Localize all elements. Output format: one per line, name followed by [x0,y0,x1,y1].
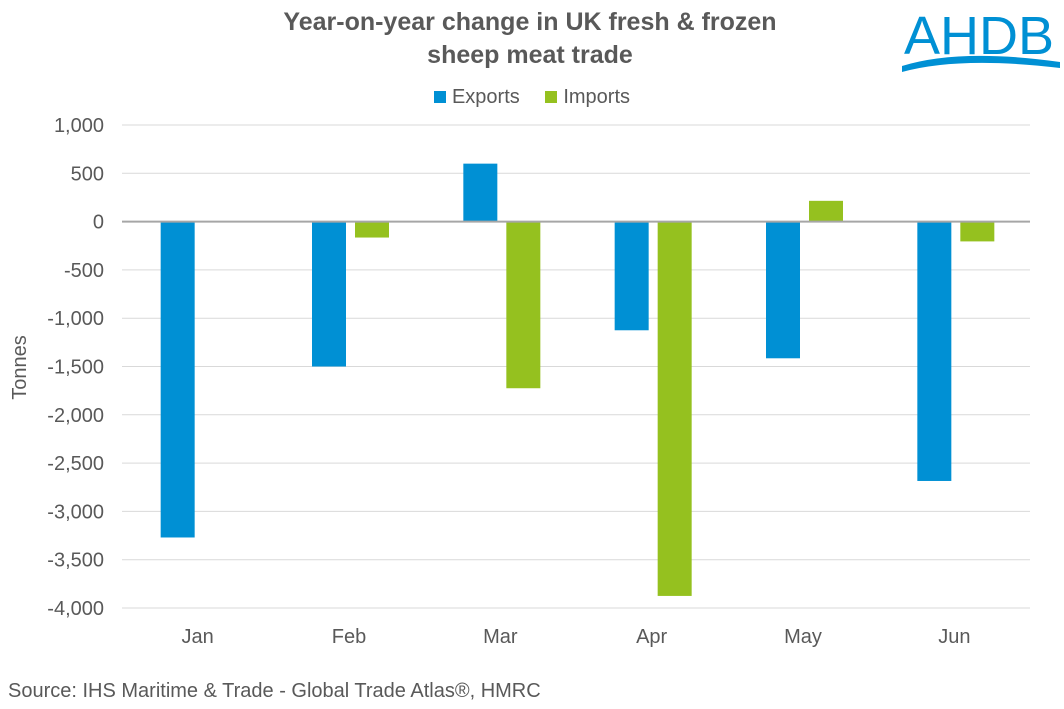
y-tick-label: -2,500 [47,453,104,475]
y-tick-label: -1,500 [47,357,104,379]
bar-imports-jun [960,221,995,242]
x-tick-label: Jun [938,626,970,648]
bar-imports-mar [506,221,541,389]
title-line-2: sheep meat trade [427,41,633,69]
exports-swatch [433,91,446,103]
x-tick-label: Mar [483,626,518,648]
y-tick-label: 0 [93,212,104,234]
imports-swatch [545,91,558,103]
ahdb-logo: AHDB [900,0,1064,85]
bar-exports-jun [917,221,952,481]
y-tick-label: 1,000 [54,115,104,137]
bar-imports-apr [657,221,692,596]
bar-exports-apr [614,221,649,331]
y-tick-label: -2,000 [47,405,104,427]
y-tick-label: -3,000 [47,501,104,523]
legend-exports: Exports [433,86,520,108]
bar-exports-jan [160,221,195,538]
bar-imports-may [809,200,843,222]
bar-exports-feb [312,221,346,367]
legend-imports-label: Imports [563,86,631,108]
y-tick-label: -1,000 [47,308,104,330]
x-tick-label: Jan [182,626,214,648]
y-tick-label: -3,500 [47,550,104,572]
y-tick-label: -4,000 [47,598,104,620]
y-tick-label: 500 [71,163,104,185]
y-tick-label: -500 [64,260,104,282]
bar-imports-feb [355,221,389,238]
legend: Exports Imports [0,86,1064,109]
x-tick-label: May [784,626,822,648]
chart-title: Year-on-year change in UK fresh & frozen… [180,6,880,72]
x-tick-label: Apr [636,626,667,648]
source-note: Source: IHS Maritime & Trade - Global Tr… [8,680,541,702]
x-tick-label: Feb [332,626,366,648]
bar-exports-may [766,221,800,359]
legend-imports: Imports [545,86,630,108]
title-line-1: Year-on-year change in UK fresh & frozen [283,8,777,36]
bar-exports-mar [463,163,498,222]
legend-exports-label: Exports [451,86,520,108]
